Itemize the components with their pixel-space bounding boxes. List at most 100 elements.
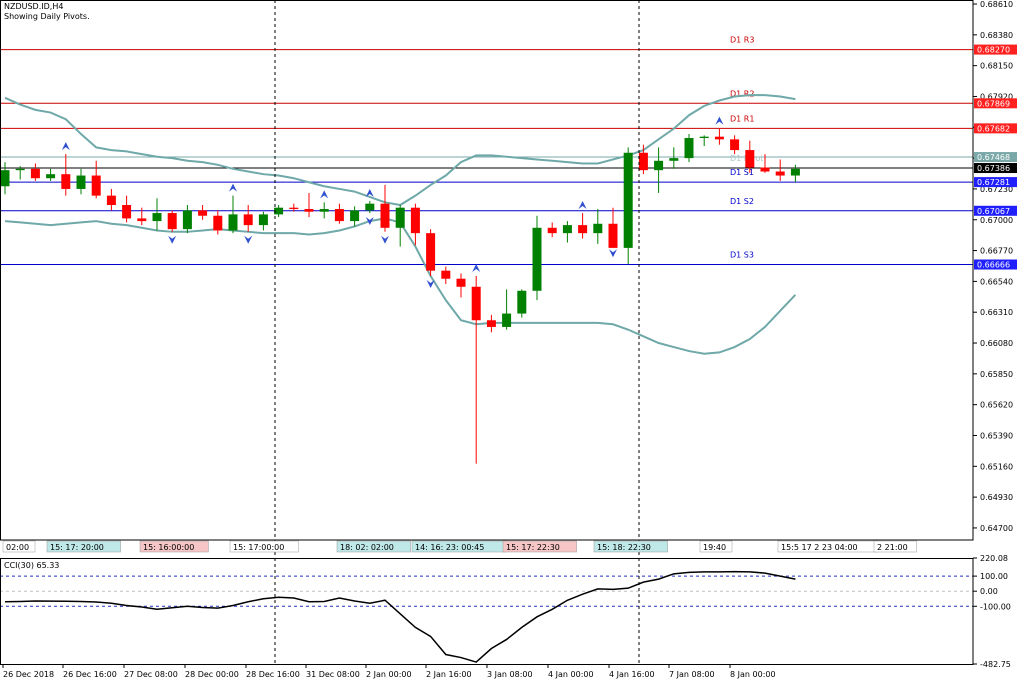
candle-body: [106, 195, 116, 206]
cci-panel: CCI(30) 65.33: [0, 561, 973, 663]
fractal-up-icon: [472, 264, 481, 273]
session-tag: [593, 540, 668, 553]
candle-body: [91, 175, 101, 196]
candle-body: [730, 139, 740, 151]
candle-body: [30, 168, 40, 179]
x-tick-label: 8 Jan 00:00: [730, 670, 776, 679]
candle-body: [775, 171, 785, 176]
pivot-price-tag: [974, 177, 1017, 188]
price-tick-label: 0.68610: [980, 0, 1013, 9]
candle-body: [182, 210, 192, 230]
bollinger-upper-line: [4, 94, 796, 207]
session-tag: [2, 540, 36, 553]
session-tag-label: 14: 16: 23: 00:45: [415, 543, 484, 552]
candle-body: [61, 174, 71, 189]
cci-panel-frame: [0, 558, 974, 665]
session-tag: [139, 540, 209, 553]
fractal-down-icon: [168, 235, 177, 244]
pivot-price-tag: [974, 123, 1017, 134]
candle-body: [334, 209, 344, 222]
session-tag: [699, 540, 733, 553]
session-tag-label: 15: 17: 20:00: [50, 543, 104, 552]
session-tag: [502, 540, 577, 553]
fractal-down-icon: [381, 235, 389, 244]
price-tick-label: 0.66310: [980, 308, 1013, 317]
candle-body: [456, 278, 466, 287]
price-tick-label: 0.68380: [980, 31, 1013, 40]
x-tick-label: 28 Dec 16:00: [246, 670, 300, 679]
candle-body: [790, 168, 800, 176]
candle-body: [608, 223, 618, 248]
price-tick-label: 0.66540: [980, 277, 1013, 286]
x-tick-label: 31 Dec 08:00: [306, 670, 360, 679]
x-tick-label: 7 Jan 08:00: [669, 670, 715, 679]
pivot-label: D1 R1: [730, 114, 754, 123]
price-tick-label: 0.67230: [980, 185, 1013, 194]
session-tag-label: 18: 02: 02:00: [340, 543, 394, 552]
pivot-label: D1 R3: [730, 36, 754, 45]
pivot-price-tag: [974, 163, 1017, 174]
fractal-up-icon: [715, 116, 724, 125]
candle-body: [562, 225, 572, 234]
candle-body: [547, 227, 557, 234]
candle-body: [532, 227, 542, 291]
x-tick-label: 3 Jan 08:00: [487, 670, 533, 679]
x-tick-label: 26 Dec 16:00: [63, 670, 117, 679]
candle-body: [289, 207, 299, 210]
session-tag-label: 15: 18: 22:30: [597, 543, 651, 552]
candle-body: [380, 203, 390, 228]
pivot-price-label: 0.66666: [977, 261, 1010, 270]
session-tag: [46, 540, 121, 553]
fractal-down-icon: [609, 249, 617, 258]
session-tag-label: 15: 16:00:00: [143, 543, 194, 552]
candle-body: [76, 175, 86, 189]
session-tag-label: 15: 17: 22:30: [506, 543, 560, 552]
x-tick-label: 28 Dec 00:00: [185, 670, 239, 679]
price-tick-label: 0.64700: [980, 524, 1013, 533]
candle-body: [593, 223, 603, 234]
pivot-label: D1 S2: [730, 197, 754, 206]
candle-body: [426, 233, 436, 271]
candle-body: [122, 205, 132, 219]
cci-tick-label: -100.00: [980, 602, 1011, 611]
candle-body: [243, 214, 253, 226]
fractal-up-icon: [320, 190, 329, 199]
candle-body: [274, 207, 284, 215]
cci-tick-label: 0.00: [980, 587, 998, 596]
candle-body: [304, 209, 314, 212]
candle-body: [684, 138, 694, 159]
pivot-price-label: 0.67281: [977, 178, 1010, 187]
pivot-price-tag: [974, 259, 1017, 270]
session-tag-label: 15: 17:00:00: [233, 543, 284, 552]
cci-title: CCI(30) 65.33: [4, 561, 59, 570]
fractal-up-icon: [578, 201, 587, 210]
price-tick-label: 0.65390: [980, 431, 1013, 440]
pivot-price-tag: [974, 152, 1017, 163]
candle-body: [623, 152, 633, 248]
fractal-down-icon: [365, 217, 374, 226]
x-tick-label: 2 Jan 16:00: [426, 670, 472, 679]
candle-body: [258, 214, 268, 226]
pivot-price-label: 0.68270: [977, 46, 1010, 55]
session-tag-label: 02:00: [6, 543, 29, 552]
candle-body: [319, 209, 329, 212]
candle-body: [137, 218, 147, 222]
pivot-price-label: 0.67067: [977, 207, 1010, 216]
candle-body: [654, 160, 664, 171]
candle-body: [228, 214, 238, 231]
candle-body: [15, 168, 25, 171]
candle-body: [0, 170, 10, 187]
candle-body: [699, 136, 709, 139]
pivot-price-tag: [974, 98, 1017, 109]
candle-body: [152, 213, 162, 222]
candle-body: [213, 215, 223, 231]
price-tick-label: 0.65620: [980, 401, 1013, 410]
x-tick-label: 2 Jan 00:00: [366, 670, 412, 679]
candle-body: [395, 207, 405, 228]
x-tick-label: 4 Jan 16:00: [609, 670, 655, 679]
pivot-price-label: 0.67869: [977, 99, 1010, 108]
candle-body: [441, 270, 451, 279]
